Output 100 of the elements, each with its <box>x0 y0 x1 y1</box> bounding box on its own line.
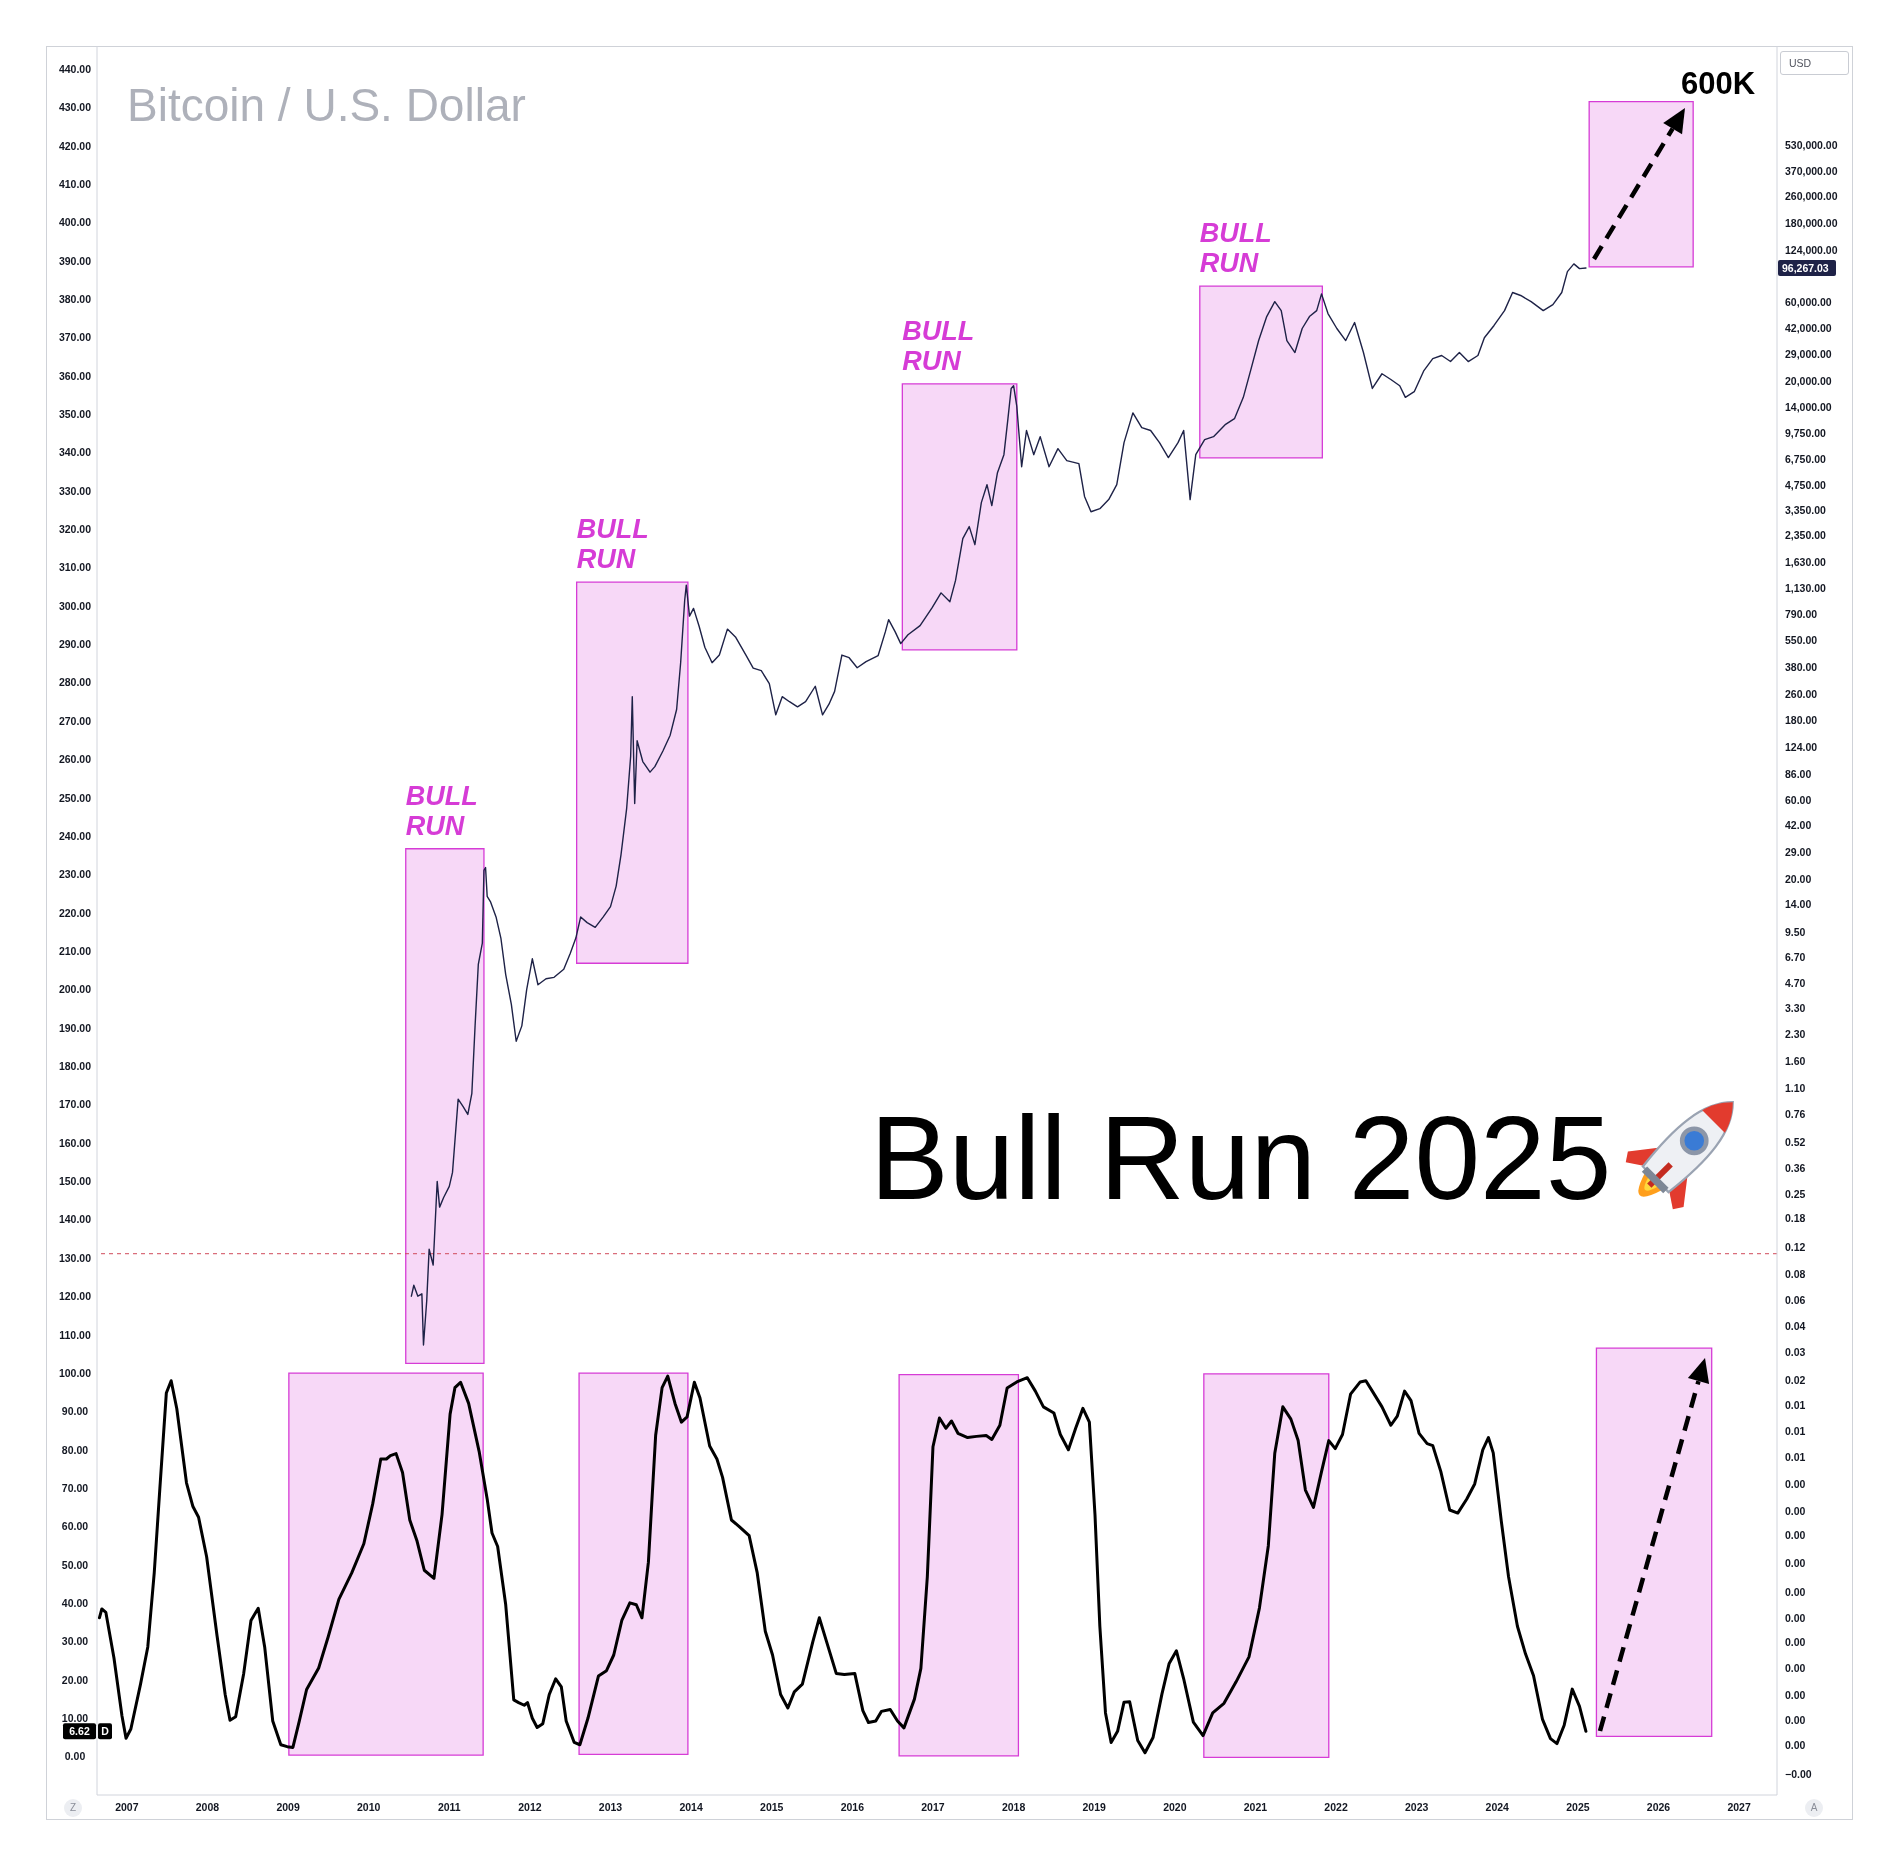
y2-tick-label: 2,350.00 <box>1785 529 1827 542</box>
round-button: Z <box>64 1799 82 1817</box>
y2-tick-label: 3.30 <box>1785 1002 1806 1015</box>
y-tick-label: 250.00 <box>58 791 92 804</box>
x-tick-label: 2019 <box>1082 1800 1107 1813</box>
x-tick-label: 2018 <box>1001 1800 1026 1813</box>
legend-label: BULL RUN <box>902 315 975 376</box>
y2-tick-label: 1.10 <box>1785 1081 1806 1094</box>
y2-tick-label: 14,000.00 <box>1785 400 1832 413</box>
y2-tick-label: 96,267.03 <box>1782 261 1829 274</box>
y2-tick-label: 42,000.00 <box>1785 321 1832 334</box>
y2-tick-label: 86.00 <box>1785 767 1812 780</box>
x-tick-label: 2014 <box>679 1800 703 1813</box>
y-tick-label: 340.00 <box>58 446 92 459</box>
x-tick-label: 2009 <box>276 1800 300 1813</box>
y-tick-label: 440.00 <box>58 62 92 75</box>
y2-tick-label: 0.02 <box>1785 1373 1806 1386</box>
y-tick-label: 150.00 <box>58 1175 92 1188</box>
y2-tick-label: 0.01 <box>1785 1451 1806 1464</box>
legend-label: BULL RUN <box>1199 218 1272 279</box>
x-tick-label: 2017 <box>921 1800 945 1813</box>
x-tick-label: 2012 <box>518 1800 542 1813</box>
y-tick-label: 230.00 <box>58 868 92 881</box>
y2-tick-label: 0.76 <box>1785 1108 1806 1121</box>
legend-label: BULL RUN <box>576 514 649 575</box>
annotation: 600K <box>1681 66 1756 101</box>
line-series <box>97 1374 1588 1755</box>
y-tick-label: 420.00 <box>58 139 92 152</box>
y2-tick-label: 4,750.00 <box>1785 478 1827 491</box>
y2-tick-label: 2.30 <box>1785 1028 1806 1041</box>
y-tick-label: 200.00 <box>58 983 92 996</box>
y-tick-label: 90.00 <box>61 1405 89 1418</box>
x-tick-label: 2008 <box>195 1800 220 1813</box>
y-tick-label: 70.00 <box>61 1481 89 1494</box>
unit-box: USD <box>1780 51 1849 75</box>
y-tick-label: 310.00 <box>58 561 92 574</box>
y2-tick-label: 260.00 <box>1785 687 1818 700</box>
y-tick-label: 350.00 <box>58 407 92 420</box>
round-button: A <box>1805 1799 1823 1817</box>
y2-tick-label: 0.00 <box>1785 1636 1806 1649</box>
y-tick-label: 100.00 <box>58 1366 92 1379</box>
y2-tick-label: 0.36 <box>1785 1162 1806 1175</box>
x-tick-label: 2023 <box>1404 1800 1429 1813</box>
y-tick-label: 60.00 <box>61 1520 89 1533</box>
y-tick-label: 130.00 <box>58 1251 92 1264</box>
y-tick-label: 370.00 <box>58 331 92 344</box>
y-tick-label: 190.00 <box>58 1021 92 1034</box>
y-tick-label: 20.00 <box>61 1673 89 1686</box>
y2-tick-label: 0.06 <box>1785 1293 1806 1306</box>
y2-tick-label: 0.00 <box>1785 1556 1806 1569</box>
y-tick-label: 320.00 <box>58 523 92 536</box>
y2-tick-label: 0.04 <box>1785 1320 1806 1333</box>
y-tick-label: 380.00 <box>58 292 92 305</box>
y2-tick-label: 9,750.00 <box>1785 426 1827 439</box>
y2-tick-label: 790.00 <box>1785 607 1818 620</box>
y2-tick-label: 0.00 <box>1785 1477 1806 1490</box>
y2-tick-label: −0.00 <box>1785 1768 1812 1781</box>
y2-tick-label: 1.60 <box>1785 1054 1806 1067</box>
y2-tick-label: 124.00 <box>1785 741 1818 754</box>
legend-label: BULL RUN <box>405 780 478 841</box>
y-tick-label: 400.00 <box>58 216 92 229</box>
y2-tick-label: 0.00 <box>1785 1661 1806 1674</box>
y-tick-label: 120.00 <box>58 1290 92 1303</box>
y-tick-label: 80.00 <box>61 1443 89 1456</box>
y-tick-label: 270.00 <box>58 714 92 727</box>
y-tick-label: 300.00 <box>58 599 92 612</box>
y2-tick-label: 0.01 <box>1785 1424 1806 1437</box>
y2-tick-label: 0.18 <box>1785 1212 1806 1225</box>
y-tick-label: 180.00 <box>58 1060 92 1073</box>
x-tick-label: 2015 <box>760 1800 784 1813</box>
y-tick-label: 40.00 <box>61 1597 89 1609</box>
y-tick-label: 290.00 <box>58 638 92 651</box>
y2-tick-label: 0.00 <box>1785 1529 1806 1542</box>
y2-tick-label: 124,000.00 <box>1785 243 1838 256</box>
y-tick-label: 160.00 <box>58 1136 92 1149</box>
y2-tick-label: 60.00 <box>1785 793 1812 806</box>
y2-tick-label: 0.00 <box>1785 1586 1806 1599</box>
y2-tick-label: 29.00 <box>1785 845 1812 858</box>
y2-tick-label: 6,750.00 <box>1785 453 1827 466</box>
x-tick-label: 2022 <box>1324 1800 1348 1813</box>
y2-tick-label: 42.00 <box>1785 819 1812 832</box>
y2-tick-label: 370,000.00 <box>1785 164 1838 177</box>
y-tick-label: 390.00 <box>58 254 92 267</box>
y2-tick-label: 0.00 <box>1785 1611 1806 1624</box>
y-tick-label: 6.62 <box>69 1725 90 1738</box>
y-tick-label: 260.00 <box>58 753 92 766</box>
x-tick-label: 2010 <box>356 1800 381 1813</box>
y-tick-label: 170.00 <box>58 1098 92 1111</box>
y-tick-label: 140.00 <box>58 1213 92 1226</box>
y-tick-label: 30.00 <box>61 1635 89 1648</box>
y2-tick-label: 0.25 <box>1785 1188 1806 1201</box>
x-tick-label: 2021 <box>1243 1800 1268 1813</box>
y2-tick-label: 9.50 <box>1785 926 1806 939</box>
text: Bitcoin / U.S. Dollar <box>127 79 526 131</box>
y2-tick-label: 260,000.00 <box>1785 190 1838 203</box>
x-tick-label: 2020 <box>1163 1800 1187 1813</box>
y2-tick-label: 550.00 <box>1785 633 1818 646</box>
y-tick-label: 330.00 <box>58 484 92 497</box>
y-tick-label: 410.00 <box>58 177 92 190</box>
y-tick-label: 0.00 <box>64 1750 86 1763</box>
